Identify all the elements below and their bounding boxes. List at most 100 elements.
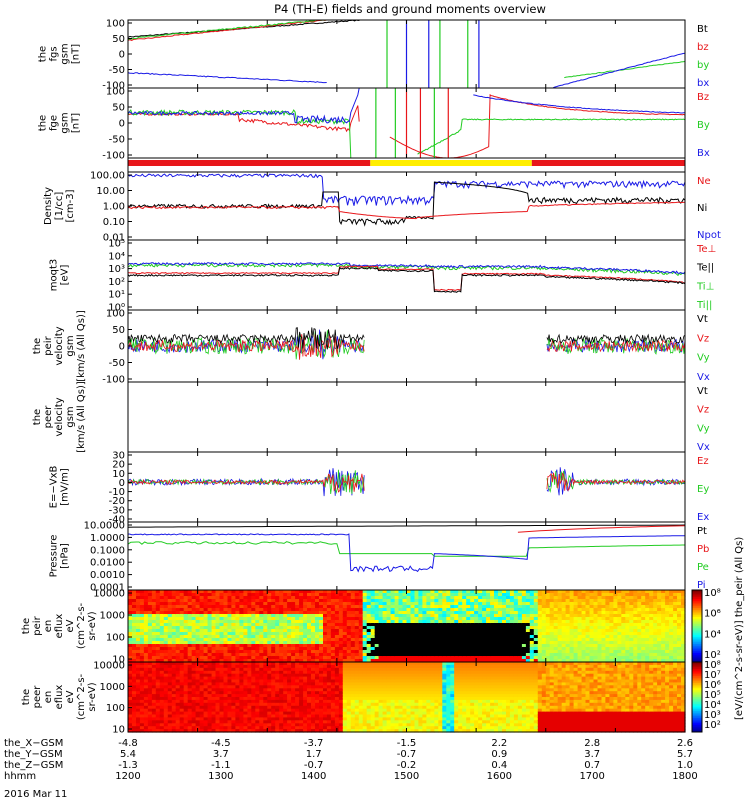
- panel-frame-p6: [127, 381, 686, 453]
- ytick-p8-0: 10.0000: [84, 521, 125, 532]
- ylabel-p6-1: peer: [43, 405, 54, 429]
- legends: Bt bz by bx Bz By Bx Ne Ni Npot Te⊥ Te|| Ti⊥ Ti|| Vt Vz…: [696, 24, 721, 591]
- legend-p5-3: Vx: [697, 372, 710, 383]
- ylabel-p8-0: Pressure: [49, 535, 60, 578]
- ytick-p7-2: 10: [112, 469, 125, 480]
- ylabel-p1-1: fgs: [49, 46, 60, 61]
- ylabel-p6-4: [km/s (All Qs)]: [76, 381, 87, 453]
- colorbar-bottom-tick-2: 10⁶: [704, 680, 721, 691]
- x-col-5-0: 2.8: [584, 738, 600, 749]
- legend-p8-3: Pi: [697, 580, 706, 591]
- legend-p2-0: Bz: [697, 92, 709, 103]
- Ey-line: [546, 470, 686, 493]
- colorbar-bottom-tick-3: 10⁵: [704, 690, 721, 701]
- legend-p5-0: Vt: [697, 314, 708, 325]
- ytick-p7-6: -30: [109, 505, 125, 516]
- colorbar-bottom-tick-6: 10²: [704, 720, 721, 731]
- ylabel-p10-4: eV: [65, 690, 76, 703]
- ytick-p7-3: 0: [119, 478, 125, 489]
- ytick-p7-5: -20: [109, 496, 125, 507]
- ylabel-p10-6: sr-eV): [87, 682, 98, 711]
- x-col-3-0: -1.5: [397, 738, 417, 749]
- legend-p5-2: Vy: [697, 353, 710, 364]
- ylabel-p2-0: the: [38, 115, 49, 131]
- ytick-p3-2: 1.00: [103, 202, 125, 213]
- ytick-p1-4: -100: [102, 81, 125, 92]
- x-col-3-3: 1500: [394, 771, 419, 782]
- x-col-4-3: 1600: [487, 771, 512, 782]
- ytick-p8-5: 0.0001: [90, 583, 125, 594]
- legend-p8-1: Pb: [697, 544, 709, 555]
- Pb-line: [517, 525, 686, 533]
- Ni-line: [127, 181, 686, 227]
- x-col-6-2: 1.0: [677, 760, 693, 771]
- x-col-2-3: 1400: [301, 771, 326, 782]
- ylabel-p2-2: gsm: [60, 112, 71, 133]
- x-col-0-0: -4.8: [118, 738, 138, 749]
- ytick-p10-1: 1000: [100, 682, 125, 693]
- ytick-p4-3: 10²: [108, 277, 125, 288]
- bz-line: [127, 19, 327, 42]
- Bz-line: [127, 105, 360, 133]
- bx-line: [127, 72, 327, 84]
- colorbar-top-tick-0: 10⁸: [704, 588, 721, 599]
- ytick-p5-4: -100: [102, 375, 125, 386]
- legend-p4-2: Ti⊥: [696, 281, 714, 292]
- By-line: [417, 118, 686, 155]
- x-col-0-2: -1.3: [118, 760, 138, 771]
- Pe-line: [127, 541, 685, 557]
- ylabel-p9-5: (cm^2-s-: [76, 602, 87, 649]
- ylabel-p3-1: [1/cc]: [54, 192, 65, 221]
- x-col-3-1: -0.7: [397, 749, 417, 760]
- mode-bar-red-2: [531, 160, 685, 166]
- ytick-p2-2: 0: [119, 119, 125, 130]
- ylabel-p1-0: the: [38, 46, 49, 62]
- ytick-p8-4: 0.0010: [90, 570, 125, 581]
- ytick-p2-0: 100: [106, 87, 125, 98]
- bx-line: [553, 52, 686, 89]
- ytick-p2-4: -100: [102, 151, 125, 162]
- Ti-par-line: [127, 262, 686, 275]
- ylabel-p6-2: velocity: [54, 397, 65, 436]
- panel-frames: [127, 19, 686, 733]
- legend-p6-0: Vt: [697, 386, 708, 397]
- ytick-p5-2: 0: [119, 342, 125, 353]
- ytick-p5-1: 50: [112, 325, 125, 336]
- ylabel-p5-2: velocity: [54, 326, 65, 365]
- ylabel-p9-1: peir: [32, 615, 43, 635]
- heatmap-layer: [128, 589, 703, 733]
- Vz-line: [127, 334, 365, 360]
- Te-perp-line: [127, 265, 686, 291]
- x-col-5-1: 3.7: [584, 749, 600, 760]
- ylabel-p9-2: en: [43, 620, 54, 633]
- colorbar-label: [eV/(cm^2-s-sr-eV)] the_peir (All Qs): [734, 537, 745, 720]
- legend-p4-3: Ti||: [696, 300, 712, 311]
- Ne-line: [127, 201, 686, 220]
- ytick-p8-1: 1.0000: [90, 533, 125, 544]
- ytick-p4-1: 10⁴: [108, 251, 125, 262]
- ylabel-p1-3: [nT]: [71, 44, 82, 64]
- legend-p8-2: Pe: [697, 562, 709, 573]
- ytick-p10-0: 10000: [93, 661, 125, 672]
- legend-p3-0: Ne: [697, 176, 711, 187]
- colorbar-top-tick-1: 10⁶: [704, 609, 721, 620]
- ytick-p1-0: 100: [106, 19, 125, 30]
- legend-p3-2: Npot: [697, 230, 721, 241]
- ytick-p3-1: 10.00: [96, 186, 125, 197]
- colorbar-bottom-tick-0: 10⁸: [704, 660, 721, 671]
- colorbar-bottom-tick-4: 10⁴: [704, 700, 721, 711]
- ylabel-p6-0: the: [32, 409, 43, 425]
- ytick-p9-2: 100: [106, 633, 125, 644]
- date-label: 2016 Mar 11: [4, 789, 67, 800]
- legend-p5-1: Vz: [697, 333, 709, 344]
- Pi-line: [127, 533, 685, 573]
- ylabel-p4-0: moqt3: [49, 259, 60, 292]
- ylabel-p2-3: [nT]: [71, 113, 82, 133]
- Ez-line: [127, 473, 365, 493]
- by-line: [127, 19, 327, 40]
- x-col-5-3: 1700: [579, 771, 604, 782]
- colorbar-top-tick-2: 10⁴: [704, 629, 721, 640]
- panel-frame-p3: [127, 171, 686, 241]
- ytick-p2-1: 50: [112, 103, 125, 114]
